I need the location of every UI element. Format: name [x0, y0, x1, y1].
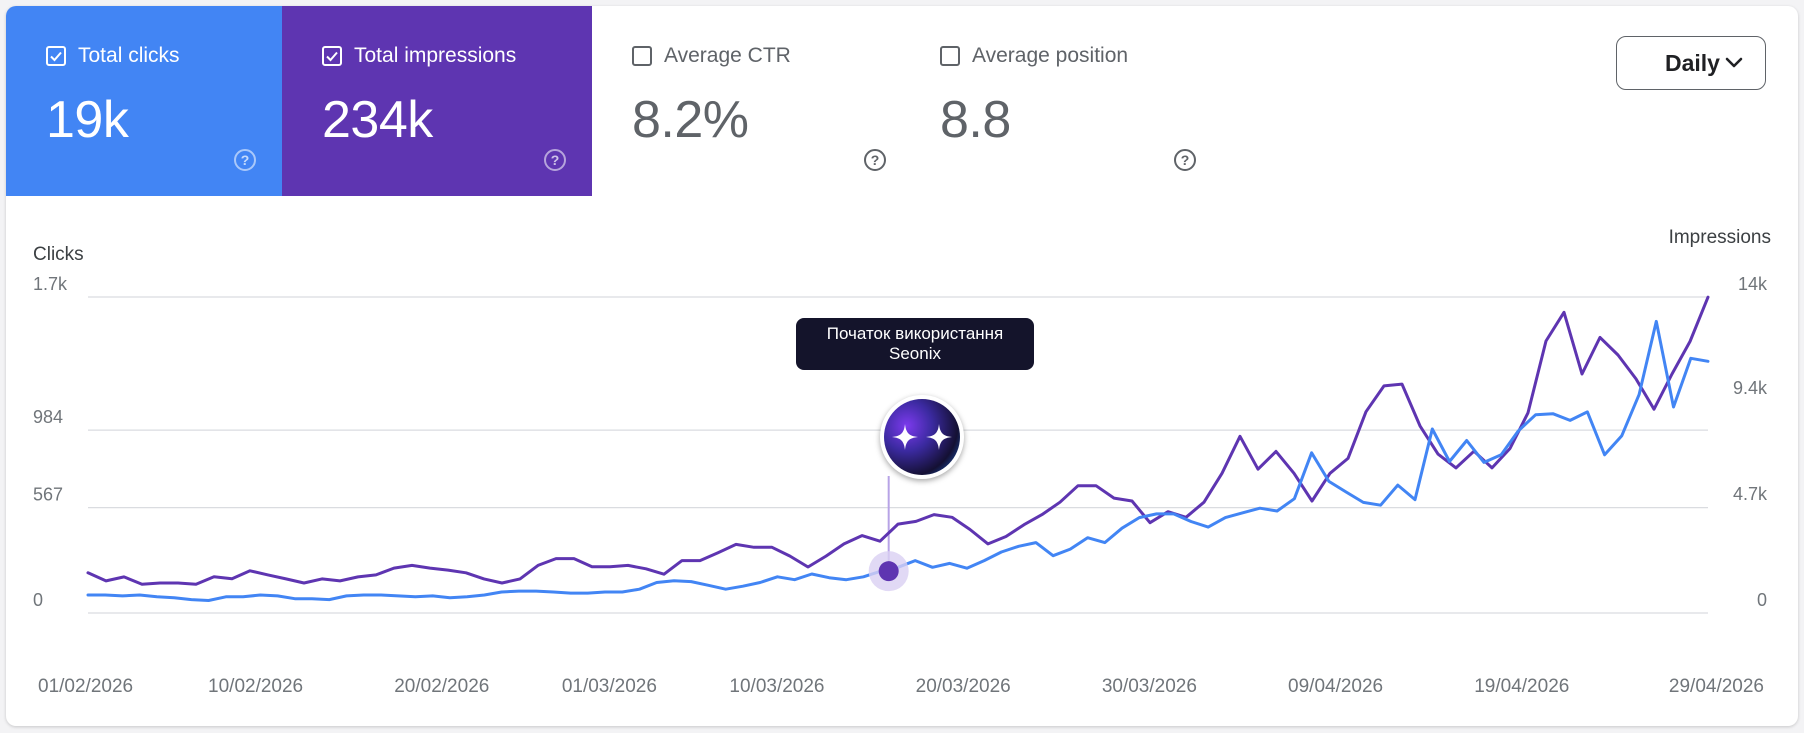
left-tick-label: 567 — [33, 485, 63, 505]
x-tick-label: 10/03/2026 — [729, 676, 824, 697]
x-tick-label: 30/03/2026 — [1102, 676, 1197, 697]
seonix-badge[interactable] — [880, 395, 964, 479]
left-tick-label: 0 — [33, 590, 43, 610]
metric-total-impressions[interactable]: Total impressions 234k ? — [282, 6, 592, 196]
x-tick-label: 09/04/2026 — [1288, 676, 1383, 697]
x-tick-label: 01/03/2026 — [562, 676, 657, 697]
help-icon[interactable]: ? — [864, 149, 886, 171]
right-tick-label: 4.7k — [1733, 484, 1768, 504]
period-select-value: Daily — [1665, 49, 1720, 76]
check-icon[interactable] — [46, 46, 66, 66]
checkbox-unchecked[interactable] — [940, 46, 960, 66]
period-select[interactable]: Daily — [1616, 36, 1766, 90]
annotation-line-1: Початок використання — [826, 324, 1004, 343]
metric-value: 19k — [46, 91, 129, 149]
metric-value: 8.2% — [632, 91, 749, 149]
right-tick-label: 14k — [1738, 274, 1768, 294]
help-icon[interactable]: ? — [544, 149, 566, 171]
right-tick-label: 0 — [1757, 590, 1767, 610]
checkbox-unchecked[interactable] — [632, 46, 652, 66]
metric-label: Total impressions — [354, 44, 517, 67]
x-tick-label: 19/04/2026 — [1474, 676, 1569, 697]
check-icon[interactable] — [322, 46, 342, 66]
metric-label: Total clicks — [78, 44, 180, 67]
metric-average-position[interactable]: Average position 8.8 ? — [900, 6, 1210, 196]
help-icon[interactable]: ? — [234, 149, 256, 171]
metric-value: 234k — [322, 91, 433, 149]
metric-average-ctr[interactable]: Average CTR 8.2% ? — [592, 6, 900, 196]
x-tick-label: 29/04/2026 — [1669, 676, 1764, 697]
annotation-tooltip: Початок використання Seonix — [796, 318, 1034, 370]
metric-total-clicks[interactable]: Total clicks 19k ? — [6, 6, 282, 196]
metric-value: 8.8 — [940, 91, 1011, 149]
metric-label: Average CTR — [664, 44, 791, 67]
left-tick-label: 1.7k — [33, 274, 68, 294]
help-icon[interactable]: ? — [1174, 149, 1196, 171]
right-tick-label: 9.4k — [1733, 378, 1768, 398]
left-axis-title: Clicks — [33, 244, 84, 265]
annotation-marker — [878, 561, 899, 582]
left-tick-label: 984 — [33, 407, 63, 427]
impressions-series-line — [86, 295, 1710, 586]
x-tick-label: 01/02/2026 — [38, 676, 133, 697]
right-axis-title: Impressions — [1669, 227, 1771, 248]
chevron-down-icon — [1725, 57, 1743, 68]
annotation-line-2: Seonix — [889, 344, 941, 363]
performance-card: Total clicks 19k ? Total impressions 234… — [6, 6, 1798, 726]
x-tick-label: 20/03/2026 — [916, 676, 1011, 697]
sparkle-icon — [884, 399, 960, 475]
metric-label: Average position — [972, 44, 1129, 67]
x-tick-label: 10/02/2026 — [208, 676, 303, 697]
x-tick-label: 20/02/2026 — [394, 676, 489, 697]
